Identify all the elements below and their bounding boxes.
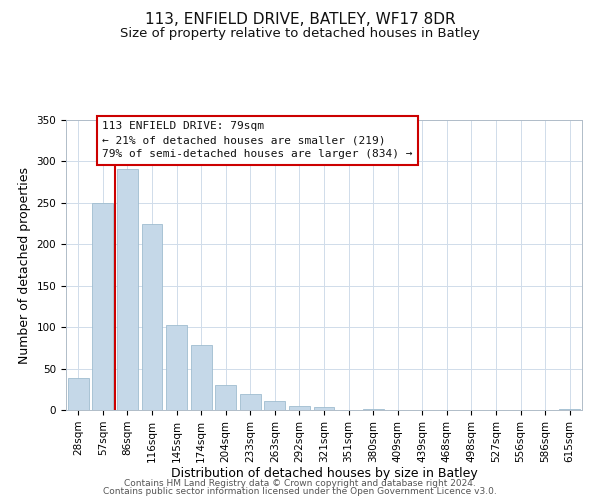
Y-axis label: Number of detached properties: Number of detached properties: [18, 166, 31, 364]
Bar: [289, 406, 310, 410]
Text: 113, ENFIELD DRIVE, BATLEY, WF17 8DR: 113, ENFIELD DRIVE, BATLEY, WF17 8DR: [145, 12, 455, 28]
Text: Size of property relative to detached houses in Batley: Size of property relative to detached ho…: [120, 28, 480, 40]
X-axis label: Distribution of detached houses by size in Batley: Distribution of detached houses by size …: [170, 468, 478, 480]
Text: Contains public sector information licensed under the Open Government Licence v3: Contains public sector information licen…: [103, 488, 497, 496]
Bar: [240, 394, 261, 410]
Text: 113 ENFIELD DRIVE: 79sqm
← 21% of detached houses are smaller (219)
79% of semi-: 113 ENFIELD DRIVE: 79sqm ← 21% of detach…: [102, 122, 413, 160]
Bar: [191, 346, 212, 410]
Bar: [68, 378, 89, 410]
Bar: [559, 409, 580, 410]
Bar: [166, 324, 187, 410]
Bar: [117, 169, 138, 410]
Text: Contains HM Land Registry data © Crown copyright and database right 2024.: Contains HM Land Registry data © Crown c…: [124, 478, 476, 488]
Bar: [314, 406, 334, 410]
Bar: [265, 401, 286, 410]
Bar: [362, 409, 383, 410]
Bar: [215, 385, 236, 410]
Bar: [142, 224, 163, 410]
Bar: [92, 203, 113, 410]
